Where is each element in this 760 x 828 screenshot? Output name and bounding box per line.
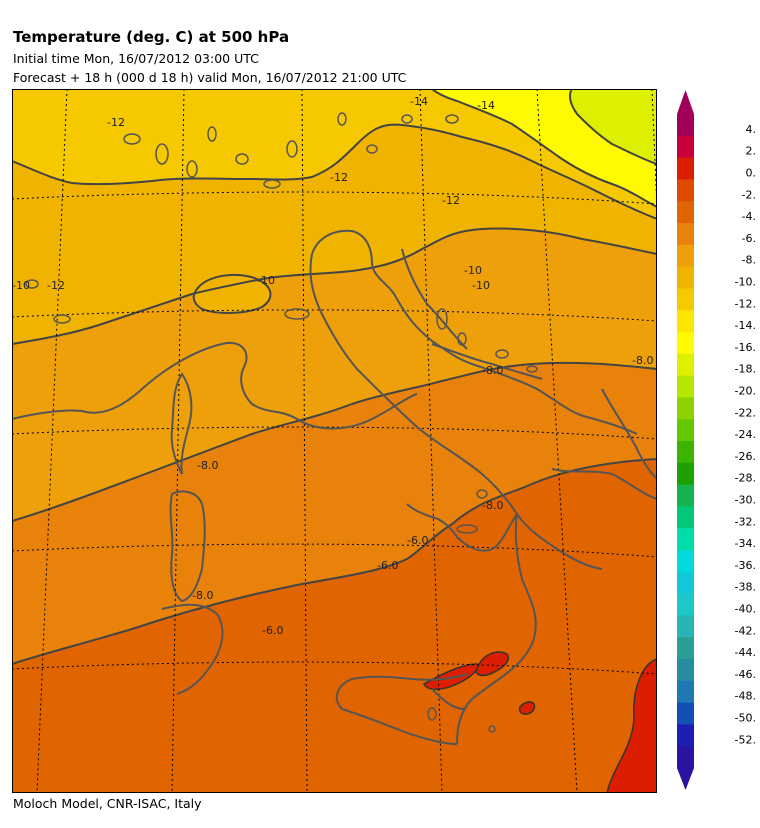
legend-tick-label: -4. <box>742 210 756 223</box>
legend-tick-label: -48. <box>735 690 756 703</box>
legend-color-swatch <box>677 157 694 180</box>
legend-tick-label: -52. <box>735 733 756 746</box>
legend-color-swatch <box>677 419 694 442</box>
band-minus4-minus2-east <box>606 658 657 793</box>
contour-label: -14 <box>477 99 495 112</box>
coastlines <box>12 229 657 745</box>
contour-label: -6.0 <box>407 534 428 547</box>
contour-label: -8.0 <box>192 589 213 602</box>
legend-tick-label: -6. <box>742 232 756 245</box>
legend-tick-label: -44. <box>735 646 756 659</box>
legend-color-swatch <box>677 266 694 289</box>
contour-label: -12 <box>442 194 460 207</box>
legend-color-swatch <box>677 135 694 159</box>
islands-lakes <box>25 112 538 733</box>
legend-color-swatch <box>677 702 694 725</box>
legend-color-swatch <box>677 244 694 268</box>
temperature-map: -12 -14 -14 -12 -12 -12 -10 -10 -10 -10 -8.0 -8.0 -8… <box>12 89 657 793</box>
legend-tick-label: -36. <box>735 559 756 572</box>
legend-tick-label: 2. <box>746 145 757 158</box>
legend-color-swatch <box>677 680 694 704</box>
graticule <box>12 89 657 793</box>
legend-color-swatch <box>677 201 694 224</box>
legend-top-arrow <box>677 90 694 114</box>
legend-color-swatch <box>677 506 694 529</box>
legend-tick-label: -8. <box>742 254 756 267</box>
map-frame <box>12 89 657 793</box>
legend-color-swatch <box>677 550 694 573</box>
legend-color-swatch <box>677 310 694 333</box>
contour-label: -12 <box>47 279 65 292</box>
color-scale-legend: 4. 2. 0. -2. -4. -6. -8. -10. -12. -14. -16. -18. -2… <box>677 90 757 790</box>
legend-tick-label: -34. <box>735 537 756 550</box>
contour-label: -8.0 <box>632 354 653 367</box>
band-minus12-patch <box>193 274 271 313</box>
contour-label: -10 <box>12 279 30 292</box>
contour-label: -6.0 <box>377 559 398 572</box>
legend-color-swatch <box>677 615 694 638</box>
legend-tick-label: -26. <box>735 450 756 463</box>
legend-color-swatch <box>677 353 694 377</box>
legend-tick-label: -32. <box>735 515 756 528</box>
contour-label-group: -12 -14 -14 -12 -12 -12 -10 -10 -10 -10 -8.0 -8.0 -8… <box>12 95 653 637</box>
map-title: Temperature (deg. C) at 500 hPa <box>13 28 290 46</box>
contour-label: -8.0 <box>197 459 218 472</box>
legend-color-swatch <box>677 441 694 464</box>
contour-label: -8.0 <box>482 364 503 377</box>
legend-color-swatch <box>677 659 694 682</box>
legend-color-swatch <box>677 528 694 551</box>
legend-color-swatch <box>677 462 694 486</box>
legend-tick-label: -42. <box>735 624 756 637</box>
legend-tick-label: -14. <box>735 319 756 332</box>
legend-tick-label: -16. <box>735 341 756 354</box>
legend-color-swatch <box>677 746 694 769</box>
legend-tick-label: -24. <box>735 428 756 441</box>
legend-tick-label: -40. <box>735 603 756 616</box>
legend-tick-label: -46. <box>735 668 756 681</box>
legend-tick-label: -18. <box>735 363 756 376</box>
contour-label: -10 <box>464 264 482 277</box>
band-minus18-minus16 <box>569 89 657 164</box>
contour-label: -12 <box>330 171 348 184</box>
legend-color-swatch <box>677 593 694 616</box>
legend-color-swatch <box>677 637 694 660</box>
legend-tick-label: 0. <box>746 167 757 180</box>
contour-label: -10 <box>257 274 275 287</box>
legend-tick-label: 4. <box>746 123 757 136</box>
band-minus4-minus2-calabria <box>475 651 509 677</box>
legend-tick-label: -38. <box>735 581 756 594</box>
legend-tick-label: -22. <box>735 406 756 419</box>
legend-color-swatch <box>677 375 694 398</box>
legend-tick-label: -50. <box>735 712 756 725</box>
legend-color-swatch <box>677 484 694 507</box>
legend-tick-label: -20. <box>735 385 756 398</box>
legend-color-swatch <box>677 223 694 246</box>
legend-color-swatch <box>677 179 694 202</box>
legend-color-swatch <box>677 332 694 355</box>
legend-bottom-arrow <box>677 768 694 790</box>
legend-color-swatch <box>677 724 694 747</box>
model-credit: Moloch Model, CNR-ISAC, Italy <box>13 796 202 811</box>
contour-label: -8.0 <box>482 499 503 512</box>
legend-tick-label: -2. <box>742 188 756 201</box>
band-minus4-minus2-sicily <box>423 663 479 690</box>
legend-color-swatch <box>677 288 694 311</box>
legend-color-swatch <box>677 571 694 595</box>
forecast-valid-time: Forecast + 18 h (000 d 18 h) valid Mon, … <box>13 70 407 85</box>
legend-tick-label: -28. <box>735 472 756 485</box>
contour-label: -14 <box>410 95 428 108</box>
contour-label: -6.0 <box>262 624 283 637</box>
legend-tick-label: -12. <box>735 297 756 310</box>
band-minus4-minus2-small <box>518 701 536 715</box>
legend-tick-label: -10. <box>735 276 756 289</box>
legend-color-swatch <box>677 114 694 137</box>
contour-label: -10 <box>472 279 490 292</box>
legend-tick-label: -30. <box>735 494 756 507</box>
contour-label: -12 <box>107 116 125 129</box>
initial-time: Initial time Mon, 16/07/2012 03:00 UTC <box>13 51 259 66</box>
contour-lines <box>12 89 657 665</box>
band-minus14-minus12 <box>12 89 657 219</box>
legend-color-swatch <box>677 397 694 420</box>
